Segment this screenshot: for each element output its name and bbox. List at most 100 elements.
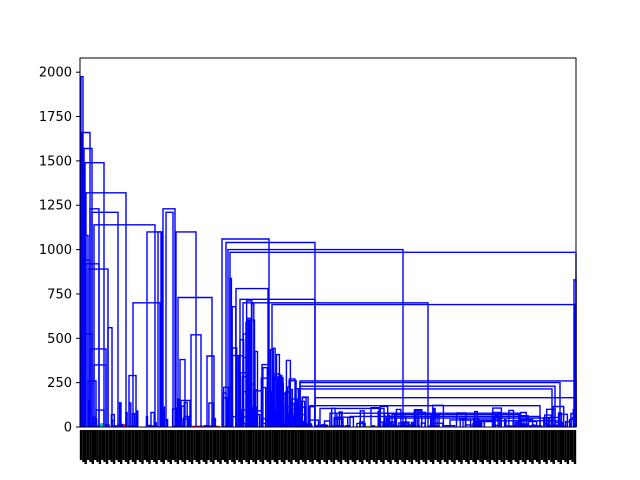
- leaf-label: [328, 430, 331, 460]
- leaf-label: [148, 430, 151, 464]
- y-tick-label: 750: [47, 287, 72, 302]
- leaf-label: [188, 430, 191, 462]
- fan-link: [399, 424, 408, 427]
- leaf-label: [190, 430, 194, 464]
- fan-link: [118, 402, 122, 427]
- fan-link: [443, 425, 456, 427]
- leaf-label: [79, 430, 83, 460]
- leaf-label: [183, 430, 187, 464]
- leaf-label: [476, 430, 480, 460]
- leaf-label: [120, 430, 123, 464]
- leaf-label: [448, 430, 451, 460]
- leaf-label: [96, 430, 99, 462]
- fan-link: [308, 406, 316, 427]
- fan-link: [517, 424, 528, 427]
- leaf-label: [108, 430, 111, 460]
- fan-link: [150, 411, 155, 427]
- fan-link: [508, 409, 515, 427]
- leaf-label: [153, 430, 156, 462]
- fan-link: [118, 423, 124, 427]
- leaf-label: [214, 430, 217, 460]
- fan-link: [243, 422, 247, 427]
- leaf-label: [396, 430, 399, 464]
- fan-link: [395, 408, 402, 427]
- leaf-label: [219, 430, 222, 464]
- major-link: [206, 355, 215, 427]
- leaf-label: [221, 430, 224, 460]
- fan-link: [370, 407, 380, 427]
- major-link: [87, 268, 109, 427]
- major-link: [93, 224, 156, 427]
- fan-link: [262, 367, 268, 427]
- fan-link: [331, 407, 336, 427]
- leaf-label: [150, 430, 154, 460]
- leaf-label: [276, 430, 279, 464]
- fan-link: [379, 405, 389, 427]
- fan-link: [136, 410, 139, 427]
- major-link: [165, 211, 174, 427]
- leaf-label: [349, 430, 352, 460]
- leaf-label: [398, 430, 402, 460]
- leaf-label: [193, 430, 196, 460]
- leaf-label: [160, 430, 163, 462]
- fan-link: [546, 408, 556, 427]
- leaf-label: [164, 430, 168, 460]
- fan-link: [204, 425, 209, 427]
- leaf-label: [294, 430, 298, 462]
- fan-link: [527, 420, 538, 427]
- leaf-label: [484, 430, 487, 460]
- leaf-label: [141, 430, 144, 464]
- leaf-label: [564, 430, 567, 462]
- x-axis-leaf-labels: [79, 430, 577, 464]
- leaf-label: [351, 430, 354, 462]
- fan-link: [420, 422, 426, 427]
- leaf-label: [247, 430, 250, 464]
- major-link: [93, 364, 107, 427]
- leaf-label: [540, 430, 544, 460]
- leaf-label: [200, 430, 203, 460]
- y-tick-label: 1250: [39, 199, 72, 214]
- leaf-label: [94, 430, 97, 460]
- leaf-label: [330, 430, 333, 462]
- leaf-label: [384, 430, 388, 460]
- leaf-label: [472, 430, 475, 462]
- leaf-label: [458, 430, 461, 462]
- leaf-label: [365, 430, 369, 462]
- major-link: [80, 75, 84, 427]
- leaf-label: [212, 430, 215, 464]
- leaf-label: [257, 430, 260, 460]
- leaf-label: [401, 430, 404, 462]
- fan-link: [254, 390, 263, 427]
- fan-link: [336, 416, 349, 427]
- leaf-label: [443, 430, 447, 462]
- leaf-label: [299, 430, 302, 460]
- fan-link: [171, 408, 178, 427]
- y-tick-label: 1500: [39, 154, 72, 169]
- fan-link: [359, 410, 365, 427]
- leaf-label: [287, 430, 291, 462]
- leaf-label: [231, 430, 234, 462]
- leaf-label: [380, 430, 383, 462]
- leaf-label: [502, 430, 506, 464]
- fan-link: [323, 420, 331, 427]
- leaf-label: [372, 430, 376, 462]
- fan-link: [557, 413, 569, 427]
- leaf-label: [455, 430, 458, 460]
- leaf-label: [278, 430, 281, 460]
- fan-link: [278, 374, 283, 427]
- leaf-label: [205, 430, 208, 464]
- leaf-label: [566, 430, 570, 464]
- leaf-label: [167, 430, 170, 462]
- leaf-label: [179, 430, 182, 460]
- leaf-label: [382, 430, 385, 464]
- fan-link: [543, 423, 549, 427]
- leaf-label: [216, 430, 220, 462]
- leaf-label: [82, 430, 85, 462]
- stair-link: [349, 415, 541, 427]
- leaf-label: [342, 430, 345, 460]
- leaf-label: [115, 430, 118, 460]
- fan-link: [288, 378, 296, 427]
- leaf-label: [228, 430, 232, 460]
- leaf-label: [569, 430, 572, 460]
- fan-link: [503, 419, 507, 427]
